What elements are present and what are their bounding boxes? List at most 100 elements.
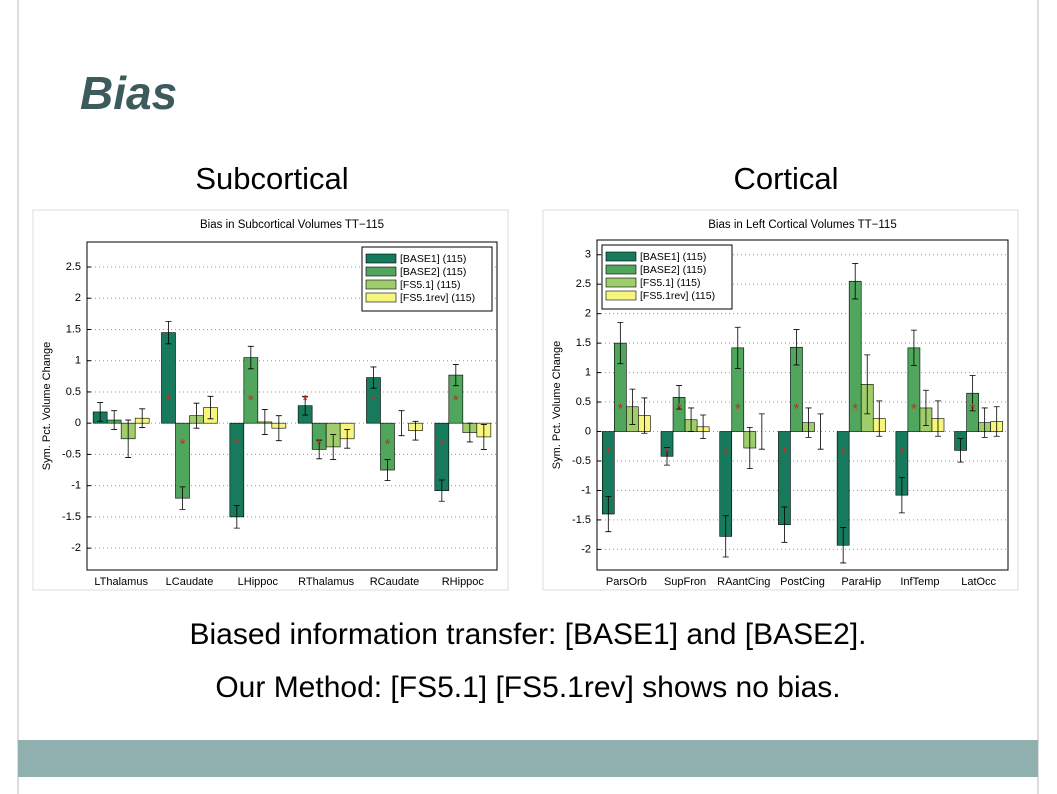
legend-label: [BASE2] (115)	[400, 266, 466, 278]
slide-title: Bias	[80, 67, 177, 119]
error-bar	[876, 400, 883, 437]
significance-marker: *	[617, 400, 623, 417]
error-bar	[793, 329, 800, 366]
error-bar	[452, 364, 459, 387]
chart-title: Bias in Subcortical Volumes TT−115	[200, 219, 384, 231]
significance-marker: *	[676, 400, 682, 417]
error-bar	[605, 495, 612, 533]
error-bar	[864, 354, 871, 415]
error-bar	[664, 447, 671, 466]
y-tick-label: 0.5	[66, 386, 81, 398]
error-bar	[247, 345, 254, 370]
caption: Biased information transfer: [BASE1] and…	[189, 618, 866, 651]
significance-marker: *	[248, 392, 254, 409]
legend-swatch	[365, 279, 397, 290]
significance-marker: *	[723, 444, 729, 461]
axes-frame	[86, 241, 498, 571]
significance-marker: *	[794, 400, 800, 417]
error-bar	[676, 385, 683, 410]
heading: Subcortical	[195, 161, 348, 196]
chart-title: Bias in Left Cortical Volumes TT−115	[708, 219, 896, 231]
axes-frame	[596, 239, 1009, 571]
legend-label: [BASE2] (115)	[640, 264, 706, 276]
chart: Bias in Subcortical Volumes TT−115 Sym. P…	[32, 209, 509, 591]
significance-marker: *	[911, 400, 917, 417]
error-bar	[438, 479, 445, 502]
y-tick-label: -1	[71, 480, 81, 492]
legend-swatch	[605, 290, 637, 301]
significance-marker: *	[371, 392, 377, 409]
y-tick-label: -1	[581, 484, 591, 496]
error-bar	[817, 413, 824, 450]
x-tick-label: LHippoc	[238, 576, 279, 588]
x-tick-label: ParsOrb	[606, 576, 647, 588]
y-tick-label: 2.5	[576, 278, 591, 290]
error-bar	[840, 527, 847, 564]
y-tick-label: 1.5	[576, 337, 591, 349]
error-bar	[370, 366, 377, 389]
chart: Bias in Left Cortical Volumes TT−115 Sym.…	[542, 209, 1019, 591]
significance-marker: *	[302, 392, 308, 409]
error-bar	[746, 426, 753, 470]
error-bar	[993, 406, 1000, 437]
legend-label: [BASE1] (115)	[400, 253, 466, 265]
significance-marker: *	[970, 400, 976, 417]
error-bar	[233, 505, 240, 529]
y-tick-label: 2	[585, 308, 591, 320]
legend-swatch	[605, 251, 637, 262]
legend-swatch	[365, 292, 397, 303]
error-bar	[629, 388, 636, 425]
footer-band	[18, 740, 1038, 777]
significance-marker: *	[180, 436, 186, 453]
legend-label: [FS5.1] (115)	[400, 279, 461, 291]
y-tick-label: 0	[75, 417, 81, 429]
y-axis-label: Sym. Pct. Volume Change	[41, 342, 53, 470]
bar	[161, 332, 176, 424]
x-tick-label: LCaudate	[166, 576, 214, 588]
error-bar	[165, 320, 172, 345]
error-bar	[700, 414, 707, 439]
significance-marker: *	[385, 436, 391, 453]
error-bar	[125, 419, 132, 458]
y-tick-label: -1.5	[572, 514, 591, 526]
x-tick-label: RThalamus	[298, 576, 355, 588]
x-tick-label: SupFron	[664, 576, 706, 588]
y-tick-label: -2	[581, 543, 591, 555]
error-bar	[111, 410, 118, 430]
y-tick-label: 1	[75, 355, 81, 367]
legend-label: [FS5.1] (115)	[640, 277, 701, 289]
error-bar	[910, 329, 917, 366]
error-bar	[781, 506, 788, 543]
significance-marker: *	[664, 444, 670, 461]
error-bar	[261, 409, 268, 435]
y-tick-label: 1.5	[66, 323, 81, 335]
error-bar	[316, 439, 323, 460]
legend-swatch	[605, 277, 637, 288]
error-bar	[722, 515, 729, 558]
x-tick-label: RCaudate	[370, 576, 420, 588]
error-bar	[617, 322, 624, 365]
legend-swatch	[365, 266, 397, 277]
significance-marker: *	[899, 444, 905, 461]
error-bar	[207, 395, 214, 420]
heading: Cortical	[733, 161, 838, 196]
error-bar	[852, 263, 859, 300]
error-bar	[734, 326, 741, 369]
significance-marker: *	[234, 436, 240, 453]
error-bar	[275, 415, 282, 442]
error-bar	[97, 402, 104, 422]
y-axis-label: Sym. Pct. Volume Change	[551, 341, 563, 469]
y-tick-label: -2	[71, 542, 81, 554]
x-tick-label: LThalamus	[94, 576, 148, 588]
y-tick-label: 3	[585, 249, 591, 261]
caption: Our Method: [FS5.1] [FS5.1rev] shows no …	[215, 671, 840, 704]
error-bar	[898, 477, 905, 514]
error-bar	[805, 407, 812, 438]
x-tick-label: ParaHip	[841, 576, 881, 588]
legend-swatch	[365, 253, 397, 264]
error-bar	[641, 397, 648, 434]
y-tick-label: 1	[585, 366, 591, 378]
error-bar	[981, 407, 988, 438]
error-bar	[179, 486, 186, 510]
y-tick-label: -1.5	[62, 511, 81, 523]
